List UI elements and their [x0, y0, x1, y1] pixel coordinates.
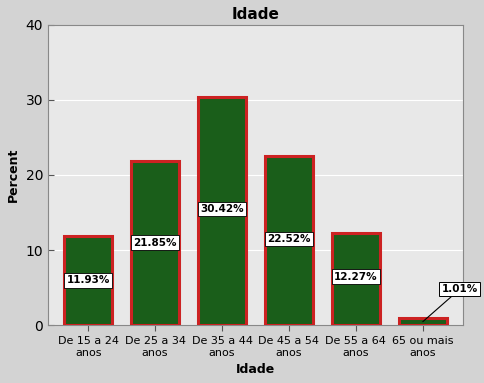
Y-axis label: Percent: Percent	[7, 148, 20, 202]
Text: 22.52%: 22.52%	[267, 234, 310, 244]
Bar	[197, 97, 245, 326]
Text: 21.85%: 21.85%	[133, 238, 177, 248]
Bar	[64, 236, 112, 326]
Text: 1.01%: 1.01%	[422, 284, 477, 322]
Bar	[131, 161, 179, 326]
Bar	[264, 156, 312, 326]
Text: 11.93%: 11.93%	[66, 275, 109, 285]
Bar	[398, 318, 446, 326]
Text: 12.27%: 12.27%	[333, 272, 377, 282]
X-axis label: Idade: Idade	[235, 363, 274, 376]
Title: Idade: Idade	[231, 7, 279, 22]
Bar	[331, 233, 379, 326]
Text: 30.42%: 30.42%	[200, 204, 243, 214]
